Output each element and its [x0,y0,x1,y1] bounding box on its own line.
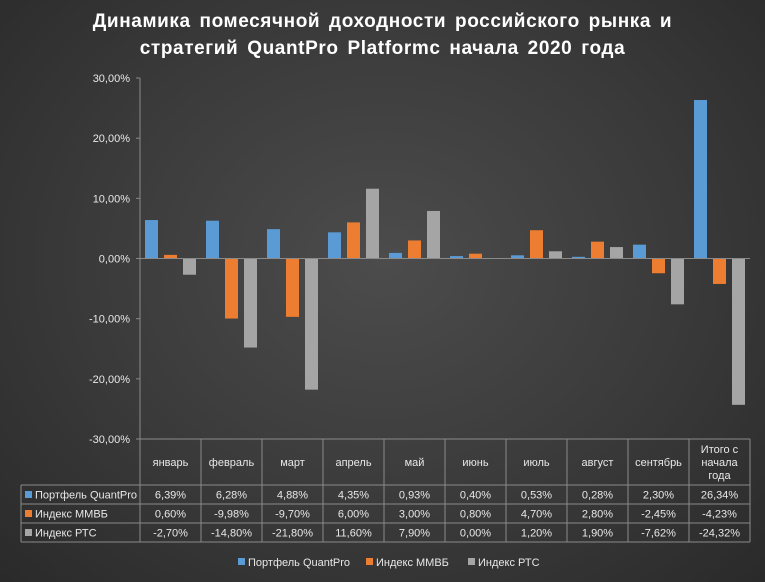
chart-title: Динамика помесячной доходности российско… [0,8,765,62]
data-label: 0,80% [460,509,491,521]
data-label: 7,90% [399,528,430,540]
x-category-label: Итого с [701,444,739,456]
data-label: -24,32% [699,528,740,540]
y-tick-label: -30,00% [89,434,130,446]
table-series-key [25,491,32,498]
x-category-label: года [708,470,731,482]
legend-key [366,558,373,565]
bar [305,258,318,390]
data-label: -2,70% [153,528,188,540]
bar [347,222,360,259]
x-category-label: март [280,457,305,469]
data-label: 1,90% [582,528,613,540]
bar [267,229,280,259]
data-label: 0,60% [155,509,186,521]
y-tick-label: 20,00% [93,133,131,145]
data-label: -7,62% [641,528,676,540]
bar [591,241,604,259]
chart-title-line-1: Динамика помесячной доходности российско… [92,11,673,32]
data-label: 0,40% [460,490,491,502]
bar [164,254,177,259]
data-label: -9,98% [214,509,249,521]
x-category-label: июнь [462,457,488,469]
x-category-label: январь [153,457,189,469]
data-label: 6,00% [338,509,369,521]
legend-key [468,558,475,565]
bar [652,258,665,274]
bar [549,251,562,259]
bar [206,220,219,259]
bar [732,258,745,405]
x-category-label: июль [523,457,550,469]
x-category-label: август [582,457,614,469]
bar [366,188,379,259]
data-label: 4,88% [277,490,308,502]
bar [225,258,238,319]
y-tick-label: 30,00% [93,73,131,85]
data-label: -21,80% [272,528,313,540]
bar [694,100,707,259]
legend-key [238,558,245,565]
y-tick-label: -20,00% [89,374,130,386]
data-label: -14,80% [211,528,252,540]
bar [145,220,158,259]
bar [469,253,482,259]
legend-label: Индекс РТС [478,557,540,569]
data-label: 0,93% [399,490,430,502]
data-label: 0,53% [521,490,552,502]
x-category-label: апрель [335,457,371,469]
table-series-name: Индекс РТС [35,528,97,540]
data-label: -9,70% [275,509,310,521]
bar [183,258,196,275]
data-label: 6,28% [216,490,247,502]
legend-label: Индекс ММВБ [376,557,449,569]
chart-title-line-2: стратегий QuantPro Platformc начала 2020… [139,38,626,59]
data-label: -2,45% [641,509,676,521]
bar [244,258,257,348]
legend-label: Портфель QuantPro [248,557,350,569]
x-category-label: сентябрь [635,457,682,469]
y-tick-label: 0,00% [99,254,130,266]
data-label: 0,00% [460,528,491,540]
bar [671,258,684,305]
data-label: 6,39% [155,490,186,502]
bar [408,240,421,259]
x-category-label: май [405,457,425,469]
table-series-name: Индекс ММВБ [35,509,108,521]
bar [633,244,646,259]
data-label: 0,28% [582,490,613,502]
y-tick-label: -10,00% [89,314,130,326]
bar [427,210,440,259]
data-label: 1,20% [521,528,552,540]
data-label: -4,23% [702,509,737,521]
data-label: 26,34% [701,490,739,502]
bar [530,230,543,259]
data-label: 4,35% [338,490,369,502]
data-label: 2,30% [643,490,674,502]
data-label: 11,60% [335,528,372,540]
table-series-key [25,510,32,517]
bar [328,232,341,259]
bar [610,247,623,259]
x-category-label: февраль [209,457,255,469]
y-tick-label: 10,00% [93,193,131,205]
data-label: 3,00% [399,509,430,521]
x-category-label: начала [701,457,738,469]
bar [389,252,402,259]
bar [572,256,585,259]
bar [286,258,299,317]
data-label: 2,80% [582,509,613,521]
table-series-name: Портфель QuantPro [35,490,137,502]
data-label: 4,70% [521,509,552,521]
bar [511,255,524,259]
table-series-key [25,529,32,536]
bar [450,256,463,259]
bar [713,258,726,284]
